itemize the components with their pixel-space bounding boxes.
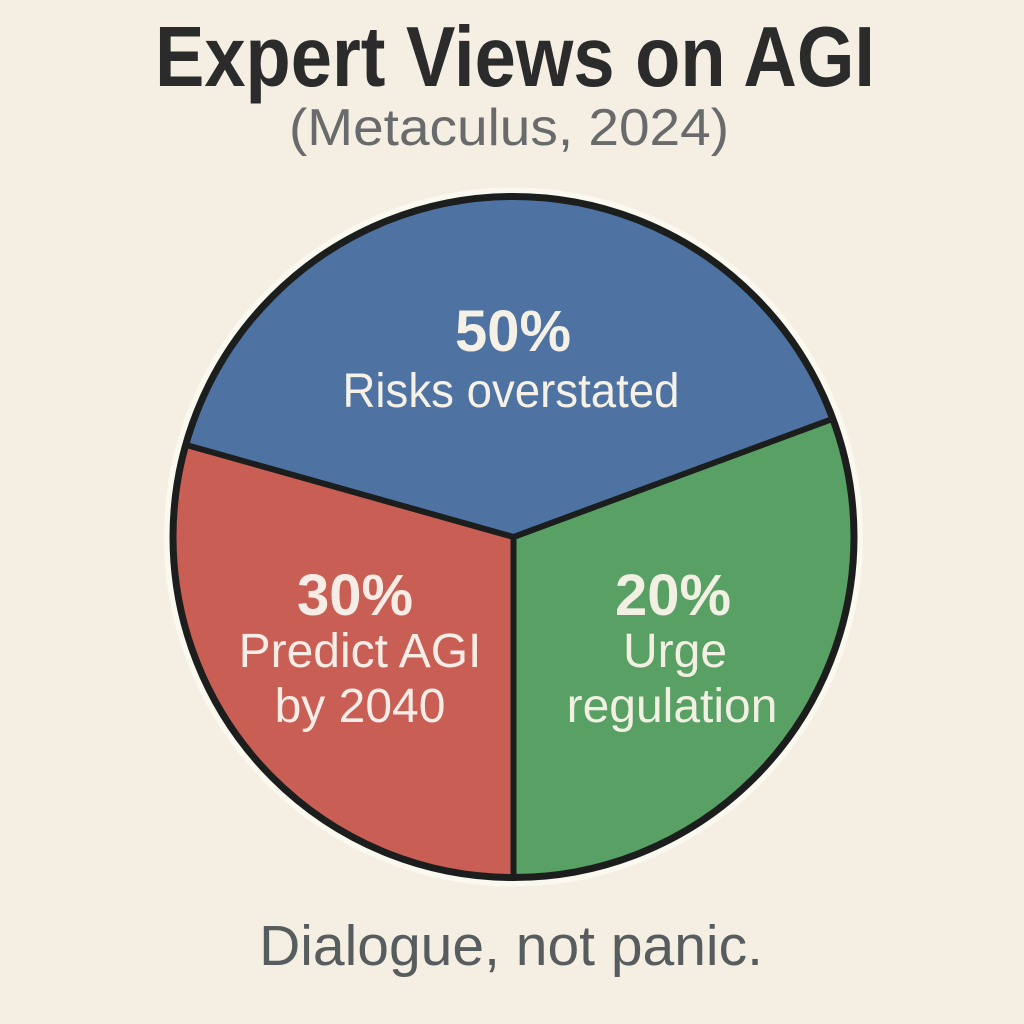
svg-text:30%: 30% (297, 563, 413, 628)
svg-text:50%: 50% (455, 299, 571, 364)
svg-text:Risks overstated: Risks overstated (343, 365, 680, 418)
svg-text:by 2040: by 2040 (275, 680, 446, 733)
svg-text:Urge: Urge (623, 625, 727, 678)
svg-text:20%: 20% (615, 563, 731, 628)
svg-text:Dialogue, not panic.: Dialogue, not panic. (259, 914, 763, 978)
svg-text:(Metaculus, 2024): (Metaculus, 2024) (289, 99, 729, 157)
svg-text:Expert Views on AGI: Expert Views on AGI (155, 10, 875, 105)
svg-text:Predict AGI: Predict AGI (239, 625, 482, 678)
svg-text:regulation: regulation (567, 680, 778, 733)
